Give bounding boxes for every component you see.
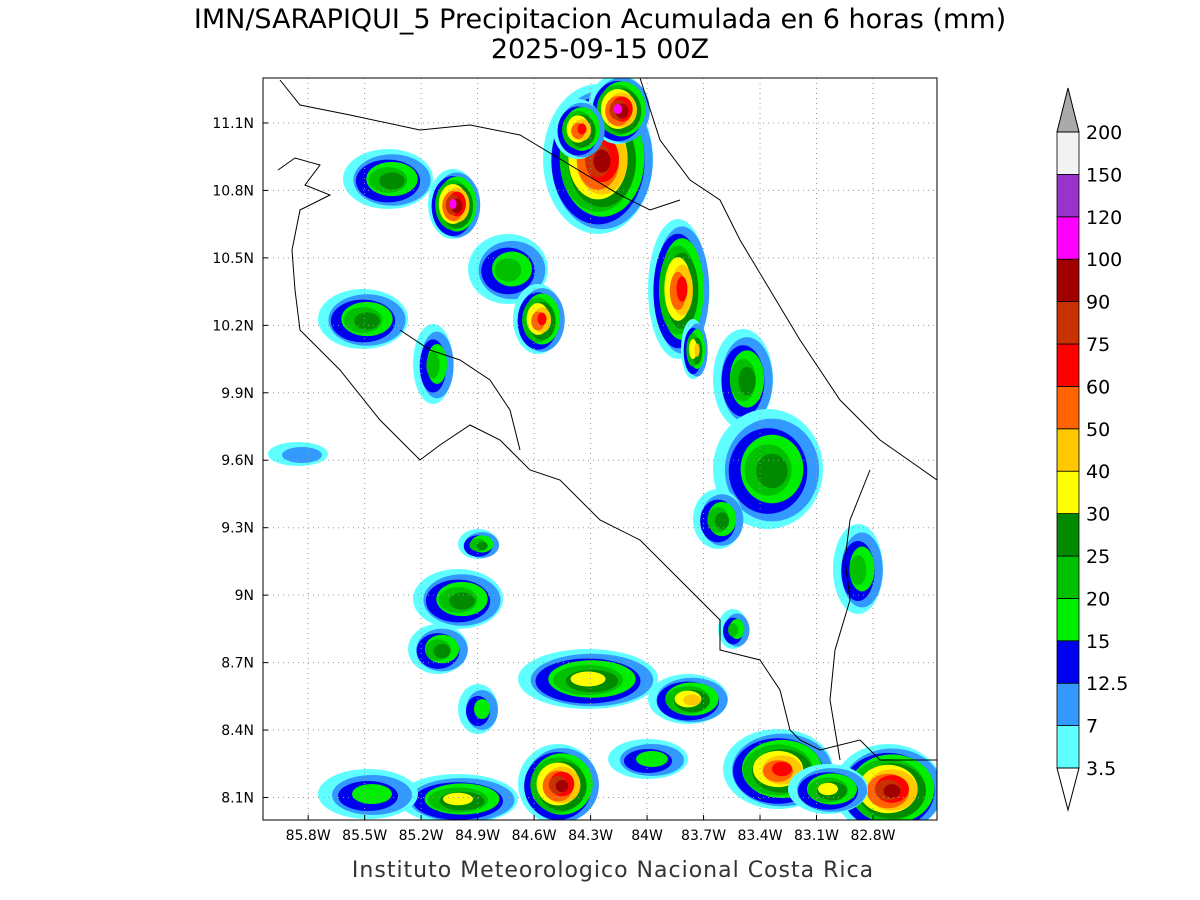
colorbar-label: 60 [1086,376,1110,398]
colorbar-label: 120 [1086,207,1122,229]
colorbar-box [1056,428,1080,472]
colorbar-label: 15 [1086,631,1110,653]
footer: Instituto Meteorologico Nacional Costa R… [352,858,874,883]
rain-contour [636,751,668,767]
rain-contour [714,512,730,530]
colorbar-box [1056,640,1080,684]
colorbar-box [1056,131,1080,175]
rain-contour [818,782,838,796]
rain-contour [676,276,688,302]
rain-contour [694,343,700,357]
panama-border [829,469,871,761]
colorbar-label: 40 [1086,461,1110,483]
map-frame [262,77,938,821]
colorbar-label: 7 [1086,716,1098,738]
x-tick-label: 84W [631,828,663,844]
pacific-coast [277,157,937,761]
y-tick-label: 10.8N [212,183,254,199]
title: IMN/SARAPIQUI_5 Precipitacion Acumulada … [194,4,1006,35]
rain-contour [772,761,792,777]
colorbar-label: 12.5 [1086,673,1128,695]
colorbar-label: 20 [1086,588,1110,610]
x-tick-label: 84.6W [512,828,557,844]
rain-contour [449,199,457,209]
colorbar-box [1056,725,1080,769]
rain-contour [352,784,392,804]
colorbar-box [1056,258,1080,303]
colorbar: 3.5 7 12.5 15 20 25 30 40 50 60 75 90 100 120 150 200 [1056,87,1128,812]
rain-contour [570,671,606,687]
colorbar-box [1056,301,1080,345]
colorbar-box [1056,385,1080,430]
colorbar-box [1056,470,1080,515]
rain-contour [577,123,587,135]
gulf-of-nicoya [399,329,521,451]
colorbar-label: 100 [1086,249,1122,271]
colorbar-box [1056,555,1080,599]
x-tick-label: 84.9W [455,828,500,844]
rain-contour [476,541,488,551]
x-tick-label: 83.4W [738,828,783,844]
rain-contour [433,643,451,659]
colorbar-label: 50 [1086,419,1110,441]
colorbar-box [1056,598,1080,642]
y-tick-label: 8.7N [221,656,254,672]
y-tick-label: 9.6N [221,453,254,469]
colorbar-under [1056,767,1080,812]
y-tick-label: 8.4N [221,723,254,739]
caribbean-coast [639,78,937,481]
rain-contour [756,453,788,489]
colorbar-label: 3.5 [1086,758,1116,780]
rain-contour [379,172,405,190]
colorbar-box [1056,216,1080,260]
y-tick-label: 11.1N [212,116,254,132]
colorbar-label: 200 [1086,122,1122,144]
rain-contour [494,258,522,282]
precipitation-field [268,78,937,820]
rain-contour [683,694,701,706]
rain-contour [449,592,475,610]
rain-contour [728,623,738,637]
x-tick-label: 83.1W [794,828,839,844]
graticule: 85.8W 85.5W 85.2W 84.9W 84.6W 84.3W 84W 83.7W 83… [212,78,937,844]
colorbar-over [1056,87,1080,133]
rain-contour [593,149,611,173]
coastlines [277,78,937,761]
x-tick-label: 85.8W [286,828,331,844]
rain-contour [738,366,756,396]
rain-contour [426,351,440,379]
y-tick-label: 9N [235,588,254,604]
colorbar-box [1056,343,1080,387]
rain-contour [613,104,623,114]
nicaragua-border [279,79,681,211]
colorbar-box [1056,682,1080,727]
y-tick-label: 9.3N [221,521,254,537]
colorbar-label: 75 [1086,334,1110,356]
x-tick-label: 85.5W [342,828,387,844]
rain-contour [849,555,867,585]
rain-contour [443,792,473,806]
y-tick-label: 9.9N [221,386,254,402]
x-tick-label: 85.2W [399,828,444,844]
rain-contour [537,312,547,326]
colorbar-box [1056,173,1080,218]
rain-contour [282,447,322,463]
colorbar-label: 150 [1086,164,1122,186]
rain-contour [555,779,569,793]
colorbar-label: 25 [1086,546,1110,568]
x-tick-label: 84.3W [568,828,613,844]
rain-contour [354,312,380,330]
rain-contour [474,699,490,719]
subtitle: 2025-09-15 00Z [491,34,709,65]
colorbar-label: 30 [1086,504,1110,526]
colorbar-box [1056,513,1080,557]
x-tick-label: 83.7W [681,828,726,844]
colorbar-label: 90 [1086,292,1110,314]
y-tick-label: 10.5N [212,251,254,267]
y-tick-label: 10.2N [212,318,254,334]
x-tick-label: 82.8W [850,828,895,844]
rain-contour [883,784,901,798]
y-tick-label: 8.1N [221,791,254,807]
